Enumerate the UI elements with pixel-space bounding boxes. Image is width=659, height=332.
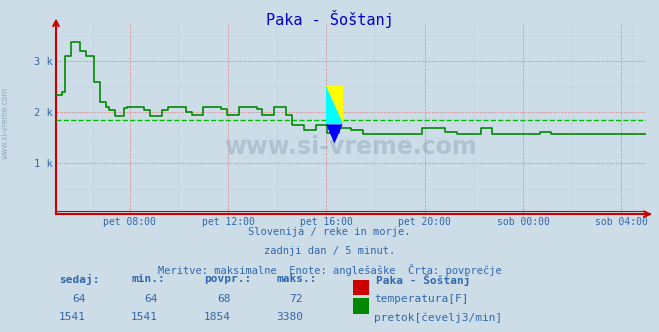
Text: 72: 72 (290, 294, 303, 304)
Text: maks.:: maks.: (277, 274, 317, 284)
Text: min.:: min.: (132, 274, 165, 284)
Text: 64: 64 (72, 294, 86, 304)
Text: www.si-vreme.com: www.si-vreme.com (1, 87, 10, 159)
Text: 1541: 1541 (131, 312, 158, 322)
Text: 64: 64 (145, 294, 158, 304)
Text: pretok[čevelj3/min]: pretok[čevelj3/min] (374, 312, 503, 323)
Text: 1541: 1541 (59, 312, 86, 322)
Text: Paka - Šoštanj: Paka - Šoštanj (376, 274, 470, 286)
Text: 1854: 1854 (204, 312, 231, 322)
Text: Slovenija / reke in morje.: Slovenija / reke in morje. (248, 227, 411, 237)
Text: zadnji dan / 5 minut.: zadnji dan / 5 minut. (264, 246, 395, 256)
Polygon shape (326, 86, 343, 124)
Polygon shape (326, 124, 343, 143)
Text: 68: 68 (217, 294, 231, 304)
Text: Meritve: maksimalne  Enote: anglešaške  Črta: povprečje: Meritve: maksimalne Enote: anglešaške Čr… (158, 264, 501, 276)
Text: www.si-vreme.com: www.si-vreme.com (225, 135, 477, 159)
Text: temperatura[F]: temperatura[F] (374, 294, 469, 304)
Text: sedaj:: sedaj: (59, 274, 100, 285)
Text: Paka - Šoštanj: Paka - Šoštanj (266, 10, 393, 28)
Polygon shape (326, 86, 343, 124)
Text: 3380: 3380 (276, 312, 303, 322)
Text: povpr.:: povpr.: (204, 274, 252, 284)
